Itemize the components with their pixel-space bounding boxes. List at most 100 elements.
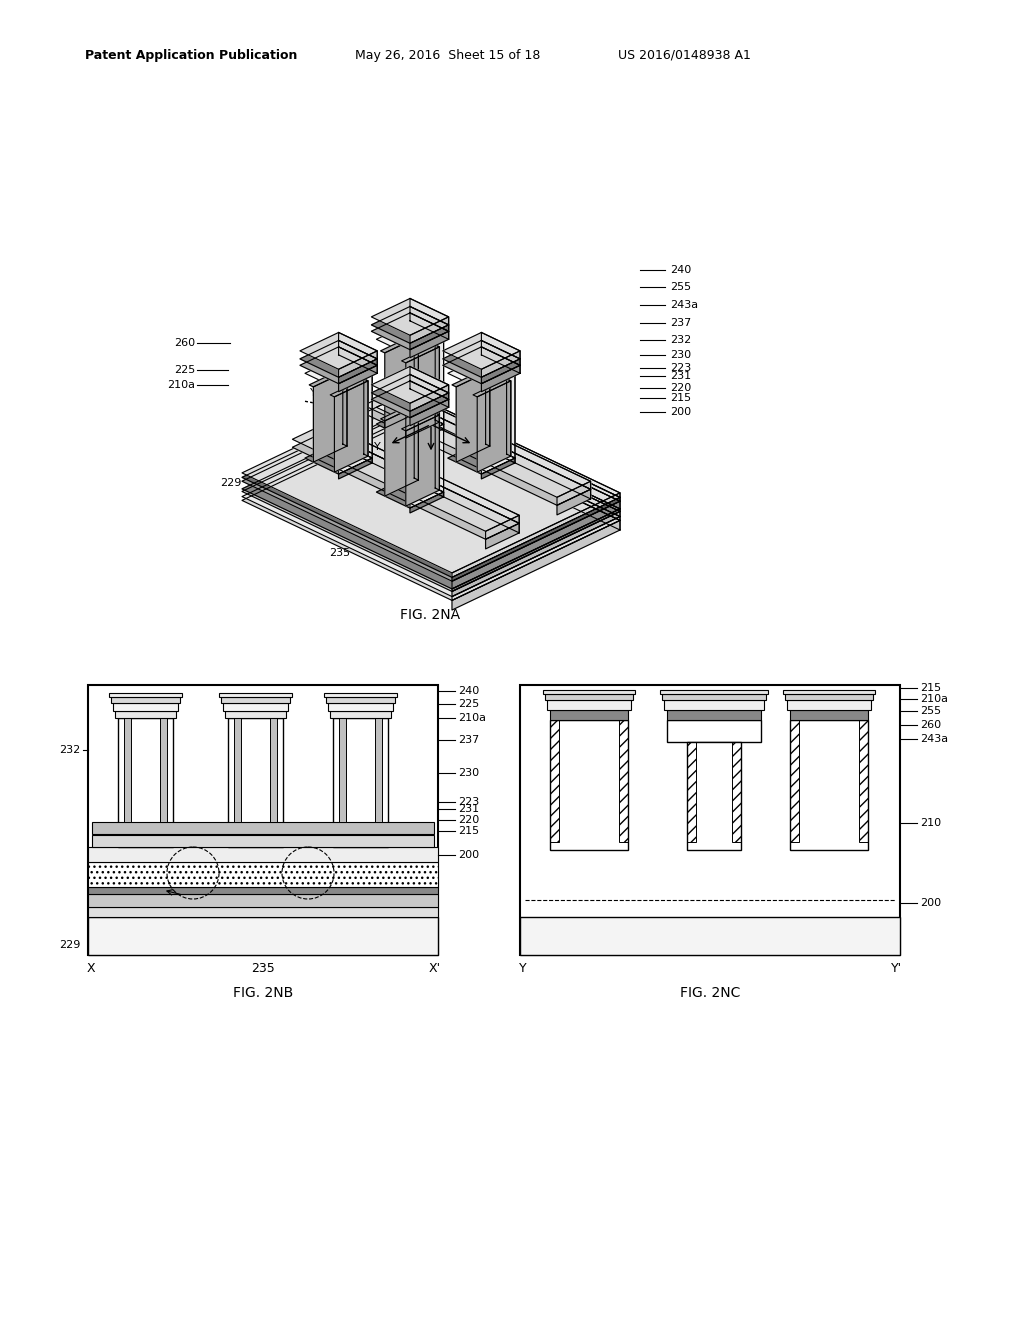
Polygon shape bbox=[410, 375, 449, 399]
Polygon shape bbox=[452, 368, 489, 387]
Bar bbox=[92, 836, 434, 847]
Polygon shape bbox=[452, 502, 620, 589]
Bar bbox=[219, 693, 292, 697]
Bar bbox=[88, 862, 438, 887]
Text: FIG. 2NA: FIG. 2NA bbox=[400, 609, 460, 622]
Polygon shape bbox=[410, 420, 620, 531]
Polygon shape bbox=[372, 313, 449, 350]
Polygon shape bbox=[330, 379, 368, 397]
Polygon shape bbox=[410, 385, 449, 412]
Polygon shape bbox=[242, 412, 620, 591]
Polygon shape bbox=[410, 399, 449, 425]
Bar bbox=[787, 700, 871, 710]
Polygon shape bbox=[242, 417, 620, 597]
Polygon shape bbox=[414, 403, 419, 480]
Bar bbox=[664, 700, 764, 710]
Text: 232: 232 bbox=[670, 335, 691, 345]
Polygon shape bbox=[406, 347, 439, 438]
Bar bbox=[547, 700, 631, 710]
Polygon shape bbox=[442, 341, 520, 378]
Polygon shape bbox=[377, 408, 443, 440]
Bar bbox=[550, 719, 628, 850]
Bar bbox=[790, 719, 799, 842]
Polygon shape bbox=[410, 317, 449, 343]
Polygon shape bbox=[305, 358, 372, 389]
Bar bbox=[790, 710, 868, 719]
Polygon shape bbox=[410, 306, 449, 331]
Text: 225: 225 bbox=[174, 366, 195, 375]
Polygon shape bbox=[335, 381, 368, 473]
Polygon shape bbox=[481, 458, 515, 479]
Polygon shape bbox=[300, 341, 377, 378]
Polygon shape bbox=[447, 358, 515, 389]
Polygon shape bbox=[401, 413, 439, 430]
Polygon shape bbox=[377, 477, 443, 508]
Text: Patent Application Publication: Patent Application Publication bbox=[85, 49, 297, 62]
Polygon shape bbox=[410, 397, 620, 502]
Polygon shape bbox=[410, 393, 620, 498]
Polygon shape bbox=[293, 432, 519, 540]
Polygon shape bbox=[410, 339, 443, 440]
Bar bbox=[550, 710, 628, 719]
Bar bbox=[785, 694, 873, 700]
Polygon shape bbox=[397, 397, 591, 499]
Polygon shape bbox=[339, 333, 377, 359]
Polygon shape bbox=[410, 325, 449, 350]
Bar bbox=[88, 907, 438, 917]
Polygon shape bbox=[410, 298, 449, 325]
Polygon shape bbox=[477, 381, 511, 473]
Polygon shape bbox=[397, 389, 591, 490]
Text: 235: 235 bbox=[330, 548, 350, 558]
Bar bbox=[270, 718, 278, 822]
Text: 210: 210 bbox=[920, 818, 941, 828]
Text: X': X' bbox=[429, 962, 441, 975]
Polygon shape bbox=[410, 492, 443, 513]
Polygon shape bbox=[339, 351, 377, 378]
Bar bbox=[160, 718, 167, 822]
Bar bbox=[225, 711, 286, 718]
Polygon shape bbox=[481, 347, 520, 374]
Polygon shape bbox=[364, 379, 368, 457]
Text: 260: 260 bbox=[174, 338, 195, 348]
Text: 229: 229 bbox=[220, 478, 242, 488]
Text: 220: 220 bbox=[670, 383, 691, 393]
Bar bbox=[88, 894, 438, 907]
Polygon shape bbox=[242, 409, 620, 589]
Polygon shape bbox=[377, 323, 443, 355]
Polygon shape bbox=[452, 510, 620, 591]
Polygon shape bbox=[372, 381, 449, 417]
Text: 255: 255 bbox=[920, 706, 941, 715]
Bar bbox=[326, 697, 395, 704]
Bar bbox=[221, 697, 290, 704]
Polygon shape bbox=[410, 477, 443, 496]
Text: 215: 215 bbox=[670, 393, 691, 403]
Polygon shape bbox=[313, 371, 347, 462]
Bar bbox=[118, 718, 173, 847]
Polygon shape bbox=[406, 414, 439, 506]
Text: 237: 237 bbox=[670, 318, 691, 327]
Text: Y: Y bbox=[519, 962, 526, 975]
Text: 210a: 210a bbox=[920, 694, 948, 704]
Polygon shape bbox=[242, 401, 620, 581]
Text: 200: 200 bbox=[458, 850, 479, 861]
Polygon shape bbox=[372, 375, 449, 412]
Polygon shape bbox=[557, 490, 591, 515]
Bar bbox=[324, 693, 397, 697]
Polygon shape bbox=[447, 442, 515, 474]
Polygon shape bbox=[339, 359, 377, 384]
Bar bbox=[92, 822, 434, 834]
Polygon shape bbox=[326, 432, 519, 533]
Text: 215: 215 bbox=[458, 826, 479, 836]
Polygon shape bbox=[300, 333, 377, 370]
Bar bbox=[520, 917, 900, 954]
Polygon shape bbox=[435, 413, 439, 490]
Bar bbox=[111, 697, 180, 704]
Polygon shape bbox=[410, 401, 620, 510]
Polygon shape bbox=[372, 367, 449, 404]
Bar bbox=[339, 718, 346, 822]
Bar bbox=[88, 847, 438, 862]
Polygon shape bbox=[410, 331, 449, 358]
Polygon shape bbox=[481, 351, 520, 378]
Polygon shape bbox=[481, 341, 520, 366]
Bar bbox=[859, 719, 868, 842]
